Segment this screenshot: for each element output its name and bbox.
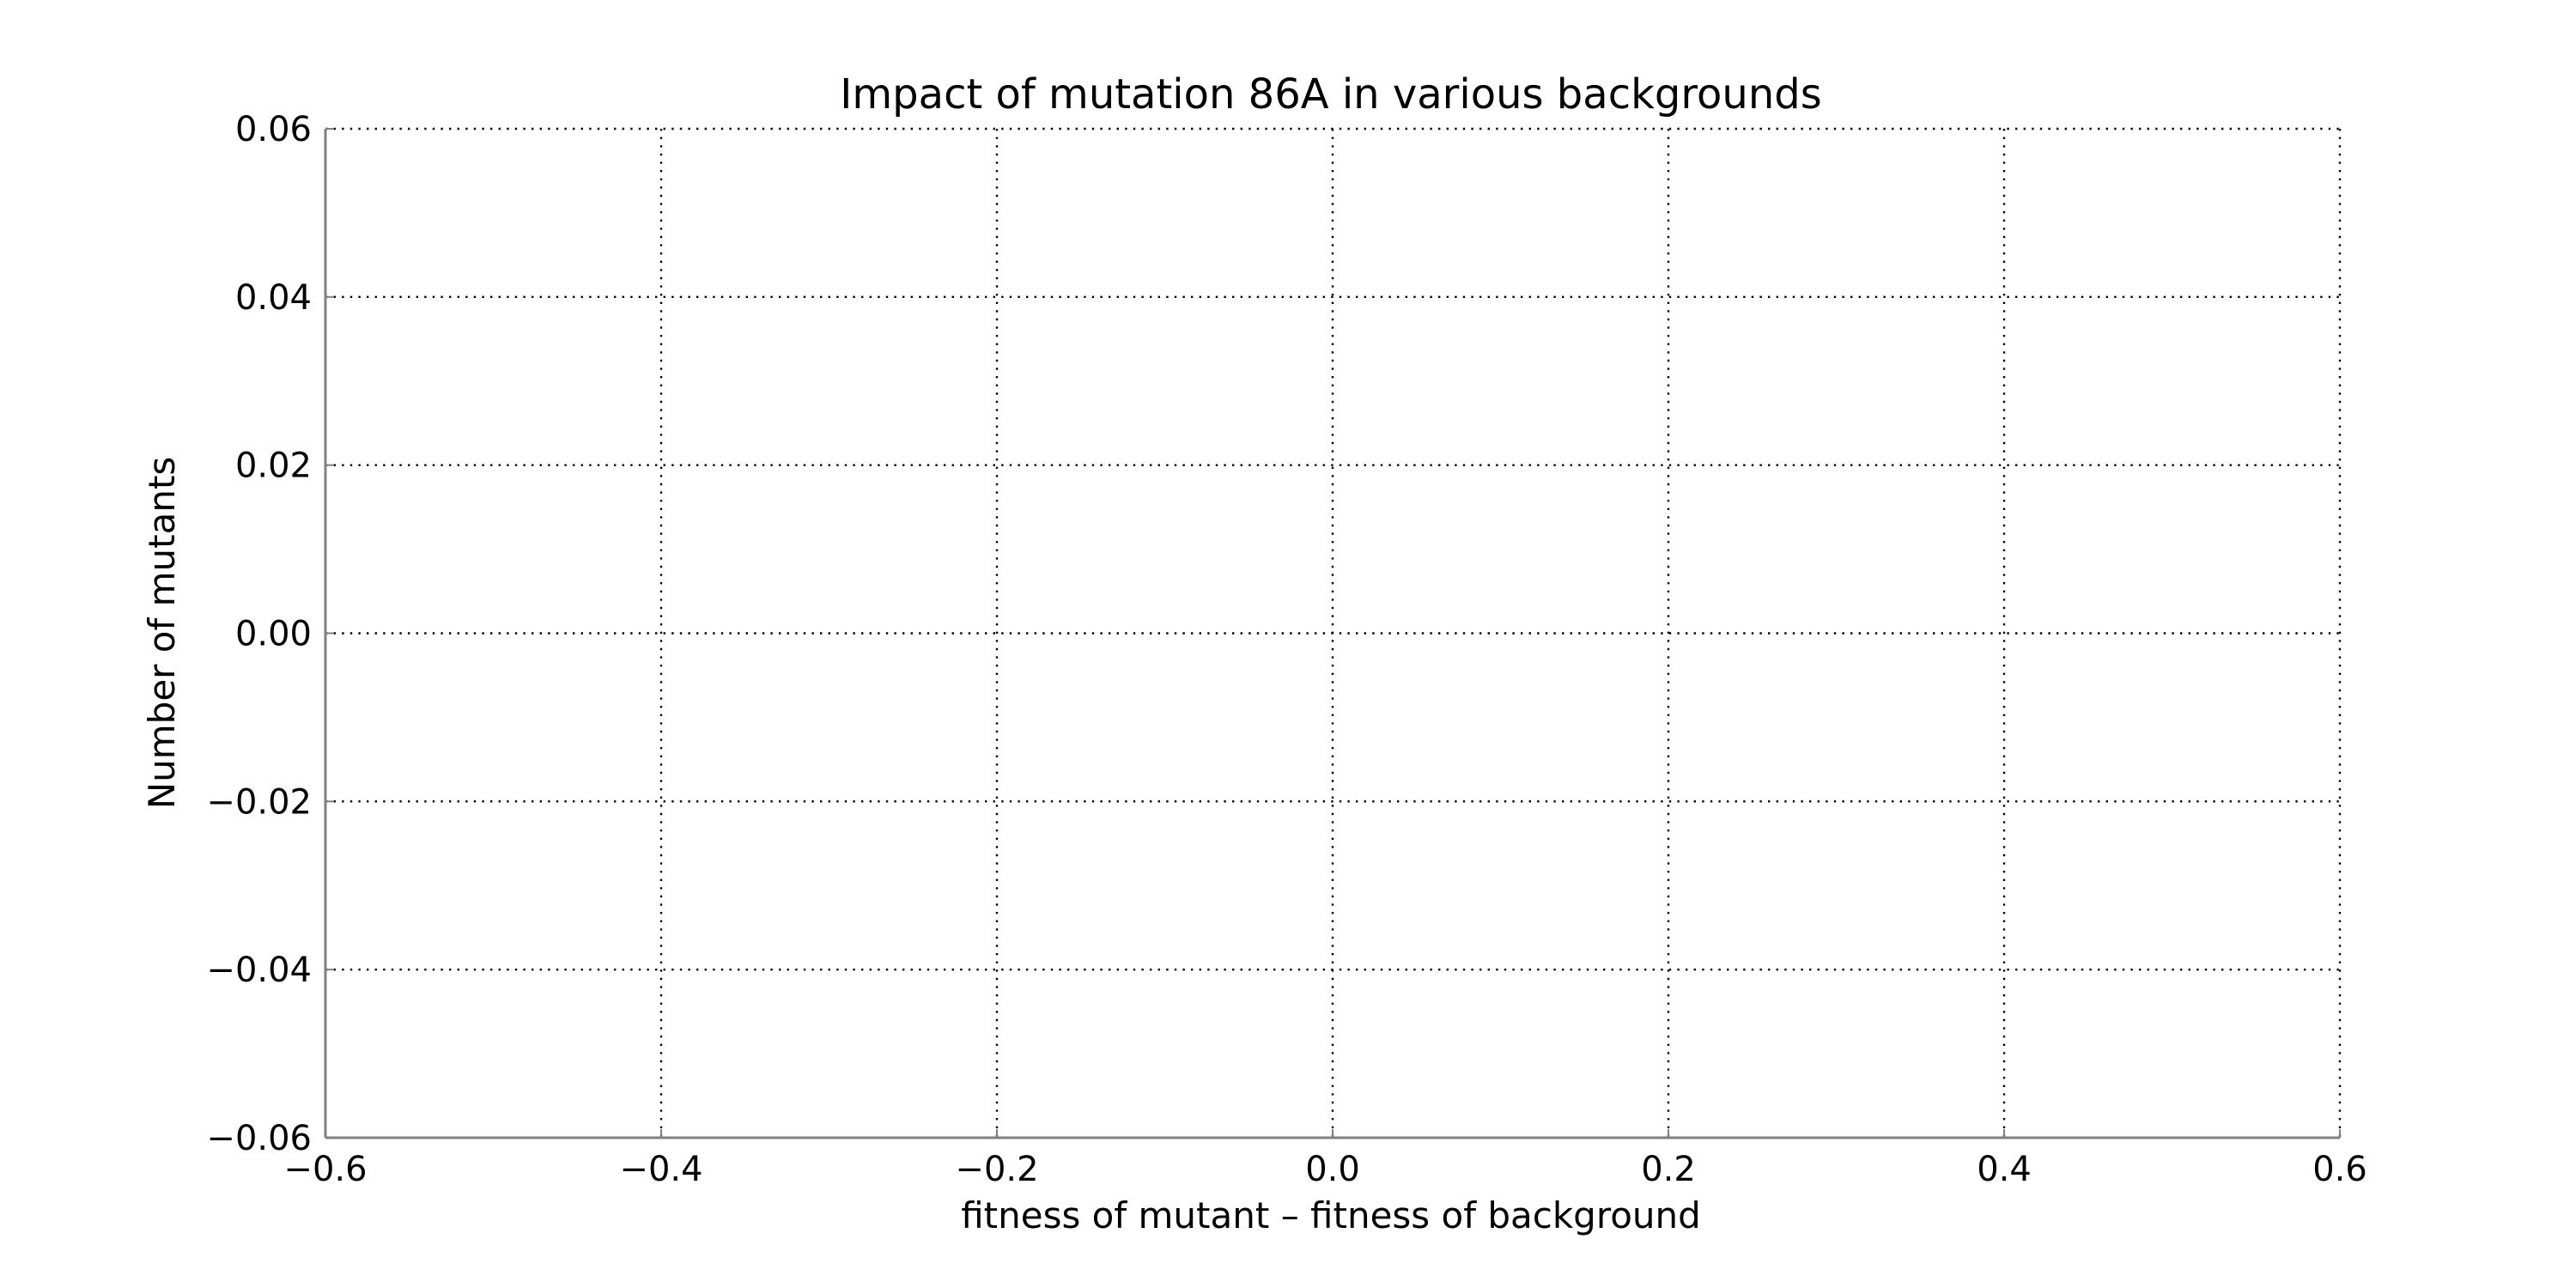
x-tick-label: 0.2 — [1641, 1150, 1696, 1189]
x-tick-label: −0.4 — [619, 1150, 702, 1189]
x-axis-label: fitness of mutant – fitness of backgroun… — [961, 1194, 1701, 1236]
chart-title: Impact of mutation 86A in various backgr… — [840, 70, 1821, 118]
x-tick-label: 0.0 — [1305, 1150, 1360, 1189]
y-tick-label: 0.00 — [235, 615, 312, 654]
y-tick-label: −0.02 — [206, 782, 312, 822]
y-axis-label: Number of mutants — [141, 457, 183, 810]
x-tick-label: 0.6 — [2312, 1150, 2367, 1189]
y-tick-label: 0.02 — [235, 447, 312, 486]
y-tick-label: 0.04 — [235, 278, 312, 318]
x-tick-label: −0.6 — [283, 1150, 367, 1189]
tick-labels: −0.6 −0.4 −0.2 0.0 0.2 0.4 0.6 −0.06 −0.04 −0.02 0… — [206, 110, 2366, 1189]
x-tick-label: 0.4 — [1977, 1150, 2032, 1189]
y-tick-label: −0.06 — [206, 1119, 312, 1158]
y-tick-label: 0.06 — [235, 110, 312, 149]
gridlines — [325, 127, 2342, 1138]
x-tick-label: −0.2 — [955, 1150, 1038, 1189]
y-tick-label: −0.04 — [206, 951, 312, 990]
axes — [324, 128, 2341, 1139]
